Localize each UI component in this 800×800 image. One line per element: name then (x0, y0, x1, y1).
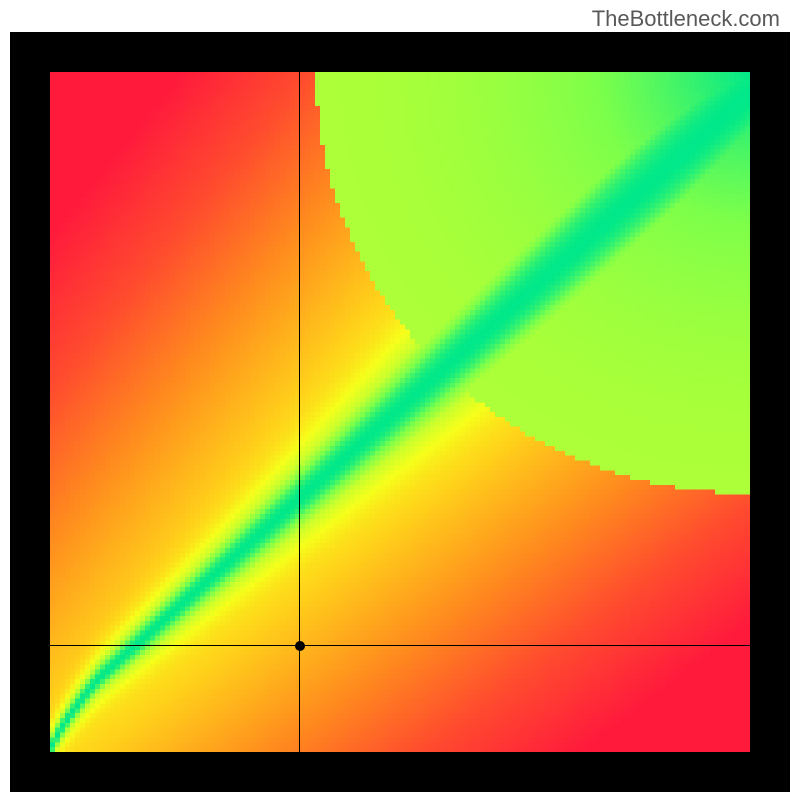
heatmap-canvas (50, 72, 750, 752)
chart-container: TheBottleneck.com (0, 0, 800, 800)
crosshair-marker (295, 641, 305, 651)
crosshair-horizontal (50, 645, 750, 646)
watermark-text: TheBottleneck.com (592, 6, 780, 32)
